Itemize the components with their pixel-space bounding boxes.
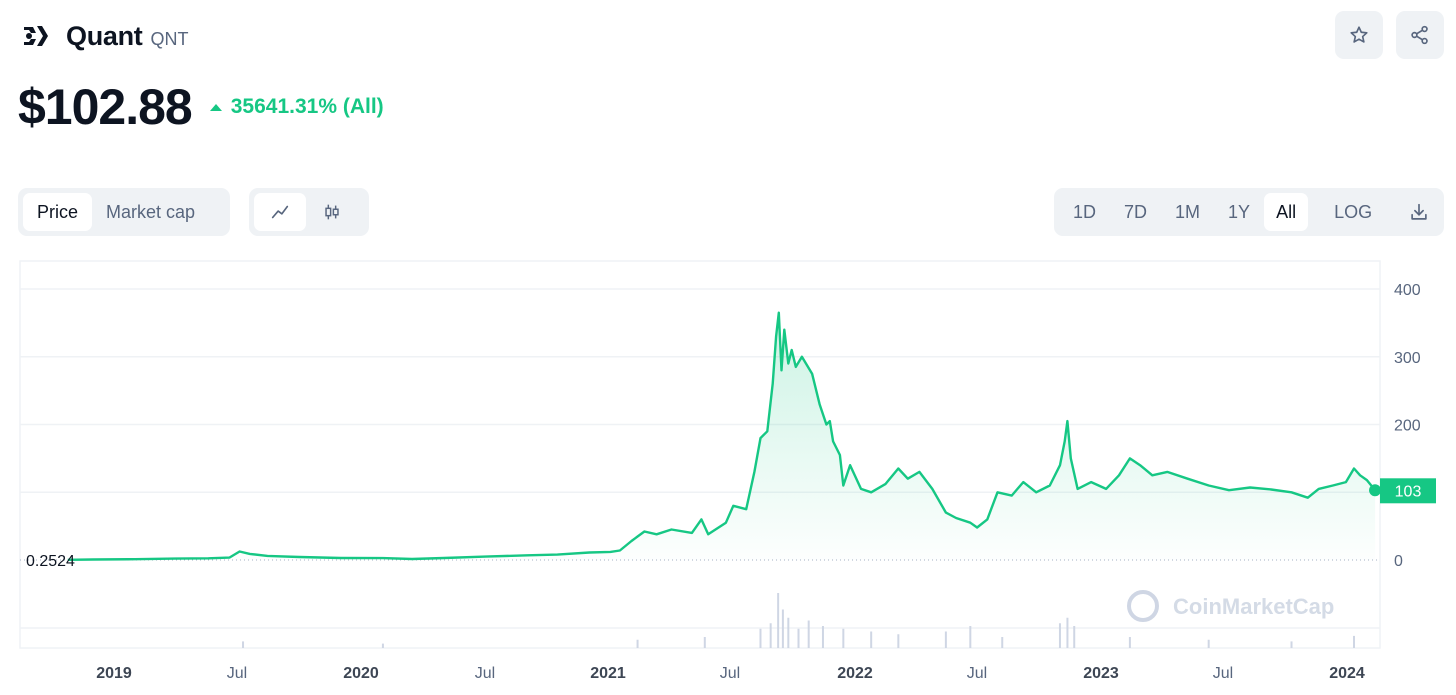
x-tick-label: 2022 xyxy=(837,665,873,682)
volume-bar xyxy=(797,628,800,648)
x-tick-label: 2021 xyxy=(590,665,626,682)
x-tick-label: Jul xyxy=(720,665,740,682)
watermark-text: CoinMarketCap xyxy=(1173,594,1334,619)
y-tick-label: 0 xyxy=(1394,553,1403,570)
current-price-tag-label: 103 xyxy=(1395,483,1422,500)
download-button[interactable] xyxy=(1398,193,1440,231)
plot-frame xyxy=(19,260,1381,649)
chart-type-tabs xyxy=(249,188,369,236)
coin-header: Quant QNT xyxy=(20,14,189,58)
log-scale-button[interactable]: LOG xyxy=(1334,201,1373,222)
volume-bar xyxy=(769,623,772,648)
volume-bar xyxy=(1290,641,1293,648)
volume-bar xyxy=(821,626,824,648)
price-change: 35641.31% (All) xyxy=(209,95,384,119)
volume-bar xyxy=(242,641,245,648)
start-price-label: 0.2524 xyxy=(26,553,75,570)
metric-tabs: Price Market cap xyxy=(18,188,230,236)
price-row: $102.88 35641.31% (All) xyxy=(18,78,384,136)
volume-bar xyxy=(807,620,810,648)
current-price-dot xyxy=(1369,484,1382,497)
volume-bar xyxy=(1058,623,1061,648)
watermark: CoinMarketCap xyxy=(1127,590,1334,622)
volume-bar xyxy=(781,609,784,648)
price-change-value: 35641.31% (All) xyxy=(230,95,384,118)
volume-bar xyxy=(842,628,845,648)
x-tick-label: Jul xyxy=(227,665,247,682)
volume-bar xyxy=(703,637,706,648)
y-tick-label: 400 xyxy=(1394,282,1421,299)
x-tick-label: Jul xyxy=(967,665,987,682)
tab-market-cap[interactable]: Market cap xyxy=(106,201,196,222)
y-tick-label: 200 xyxy=(1394,418,1421,435)
price-chart-svg: CoinMarketCap 0 200 300 400 103 0.2524 2019 Jul… xyxy=(19,260,1436,682)
coin-symbol: QNT xyxy=(150,28,189,49)
volume-bar xyxy=(1207,639,1210,648)
price-chart[interactable]: CoinMarketCap 0 200 300 400 103 0.2524 2019 Jul… xyxy=(0,250,1456,695)
time-range-tabs: 1D 7D 1M 1Y All LOG xyxy=(1054,188,1444,236)
volume-bar xyxy=(787,617,790,648)
volume-bar xyxy=(944,631,947,648)
caret-up-icon xyxy=(209,103,222,111)
star-icon xyxy=(1350,26,1368,43)
range-1d[interactable]: 1D xyxy=(1073,201,1097,222)
candlestick-icon xyxy=(325,204,339,220)
volume-bar xyxy=(1073,626,1076,648)
range-all[interactable]: All xyxy=(1264,193,1309,231)
x-tick-label: 2023 xyxy=(1083,665,1119,682)
tab-price[interactable]: Price xyxy=(23,193,93,231)
volume-bar xyxy=(1001,637,1004,648)
volume-bar xyxy=(969,626,972,648)
price-line xyxy=(67,311,1377,561)
watchlist-button[interactable] xyxy=(1335,11,1383,59)
x-tick-label: 2024 xyxy=(1329,665,1365,682)
volume-bar xyxy=(777,593,780,648)
volume-bar xyxy=(1066,617,1069,648)
range-1y[interactable]: 1Y xyxy=(1228,201,1251,222)
download-icon xyxy=(1411,203,1427,220)
range-1m[interactable]: 1M xyxy=(1175,201,1201,222)
y-tick-label: 300 xyxy=(1394,350,1421,367)
volume-bar xyxy=(1353,635,1355,648)
line-chart-button[interactable] xyxy=(254,193,306,231)
share-icon xyxy=(1411,25,1428,45)
coin-name: Quant xyxy=(66,20,143,51)
current-price-tag xyxy=(1380,478,1436,504)
x-tick-label: Jul xyxy=(1213,665,1233,682)
volume-bar xyxy=(381,643,384,648)
volume-bar xyxy=(1128,637,1131,648)
x-tick-label: Jul xyxy=(475,665,495,682)
current-price: $102.88 xyxy=(18,79,193,135)
line-chart-icon xyxy=(271,205,289,219)
x-tick-label: 2020 xyxy=(343,665,379,682)
share-button[interactable] xyxy=(1396,11,1444,59)
x-tick-label: 2019 xyxy=(96,665,132,682)
range-7d[interactable]: 7D xyxy=(1124,201,1148,222)
volume-bar xyxy=(870,631,873,648)
candlestick-button[interactable] xyxy=(306,193,358,231)
volume-bar xyxy=(759,628,762,648)
volume-bar xyxy=(636,639,639,648)
price-area xyxy=(67,312,1376,560)
volume-bar xyxy=(897,634,900,648)
quant-logo-icon xyxy=(24,26,48,46)
